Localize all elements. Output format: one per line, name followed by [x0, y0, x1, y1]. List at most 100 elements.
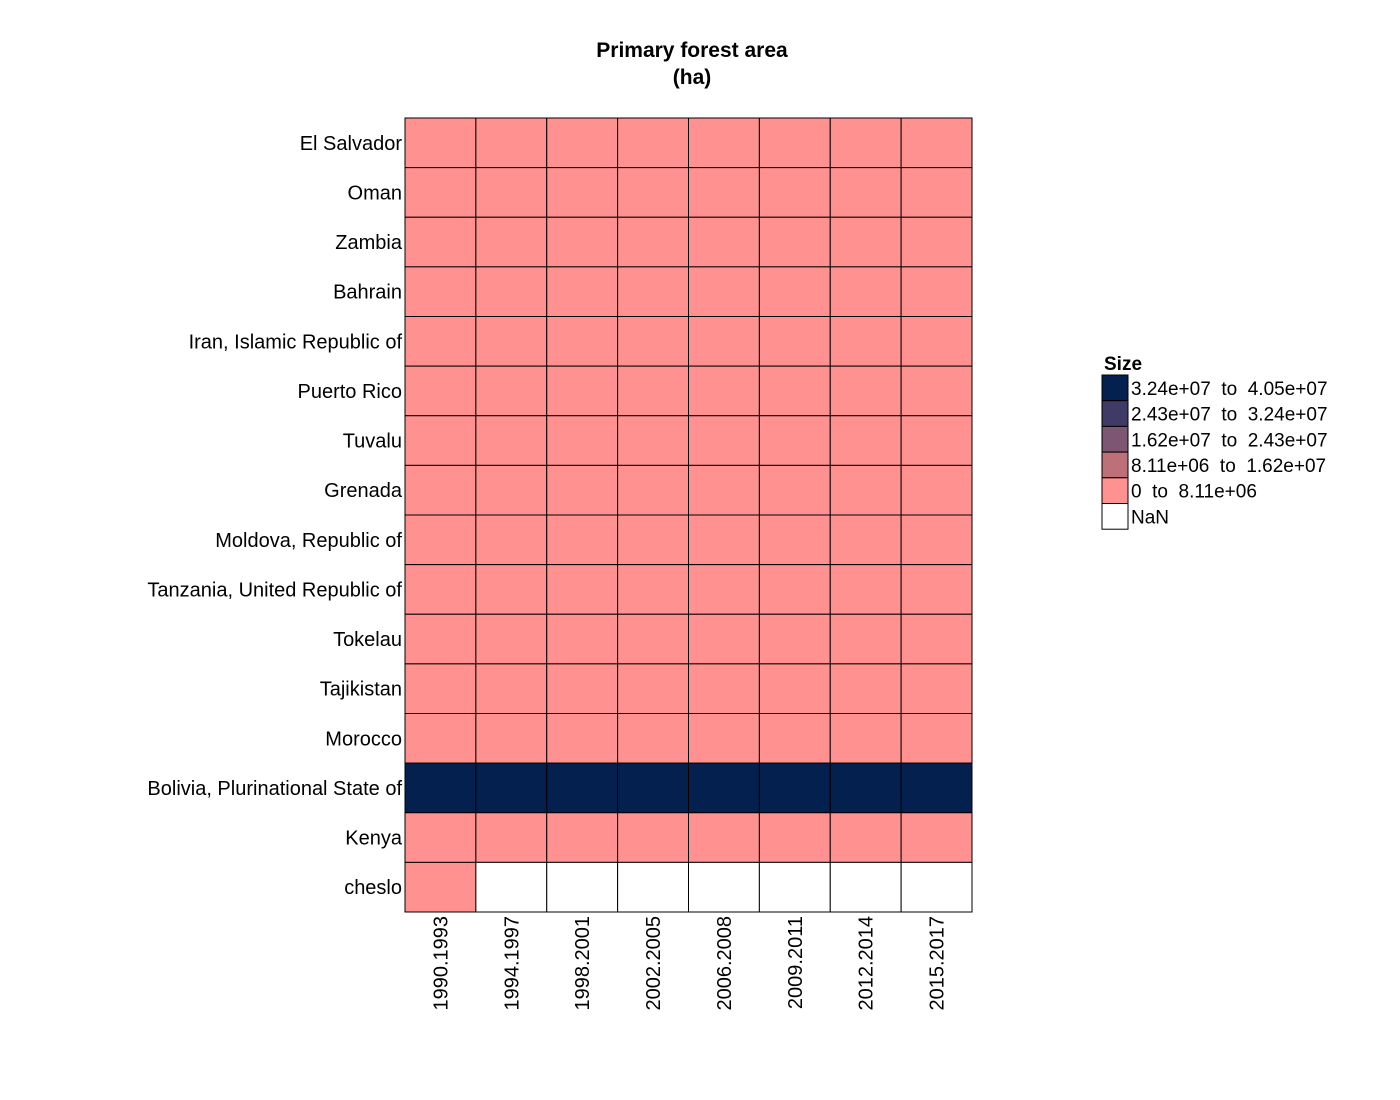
heatmap-cell-el-salvador-2012-2014 — [829, 117, 902, 169]
heatmap-cell-puerto-rico-2015-2017 — [900, 365, 973, 417]
legend-label-5: 0 to 8.11e+06 — [1131, 482, 1257, 503]
heatmap-cell-bolivia-plurinational-state-of-2015-2017 — [900, 762, 973, 814]
heatmap-cell-iran-islamic-republic-of-1990-1993 — [404, 316, 477, 367]
heatmap-cell-moldova-republic-of-2009-2011 — [758, 514, 831, 566]
heatmap-cell-bahrain-1998-2001 — [546, 266, 619, 317]
heatmap-cell-tajikistan-1994-1997 — [475, 663, 548, 714]
heatmap-cell-kenya-2012-2014 — [829, 812, 902, 863]
heatmap-cell-cheslo-2015-2017 — [900, 861, 973, 913]
heatmap-cell-morocco-2015-2017 — [900, 713, 973, 764]
heatmap-cell-bolivia-plurinational-state-of-2012-2014 — [829, 762, 902, 814]
row-label-zambia: Zambia — [335, 232, 403, 254]
heatmap-cell-tokelau-1998-2001 — [546, 613, 619, 665]
heatmap-cell-puerto-rico-1994-1997 — [475, 365, 548, 417]
heatmap-cell-iran-islamic-republic-of-2002-2005 — [617, 316, 689, 367]
heatmap-cell-kenya-2006-2008 — [688, 812, 760, 863]
heatmap-cell-grenada-1990-1993 — [404, 464, 477, 516]
heatmap-cell-cheslo-1994-1997 — [475, 861, 548, 913]
heatmap-cell-bolivia-plurinational-state-of-2009-2011 — [758, 762, 831, 814]
heatmap-cell-tuvalu-2006-2008 — [688, 415, 760, 466]
heatmap-cell-tuvalu-2009-2011 — [758, 415, 831, 466]
legend-swatch-2 — [1101, 400, 1129, 427]
heatmap-cell-tuvalu-1990-1993 — [404, 415, 477, 466]
chart-subtitle: (ha) — [673, 66, 712, 89]
heatmap-cell-bahrain-2012-2014 — [829, 266, 902, 317]
column-label-2002-2005: 2002.2005 — [643, 916, 665, 1011]
heatmap-cell-tuvalu-2002-2005 — [617, 415, 689, 466]
heatmap-cells — [404, 117, 973, 913]
heatmap-cell-oman-2006-2008 — [688, 167, 760, 218]
heatmap-cell-iran-islamic-republic-of-2015-2017 — [900, 316, 973, 367]
heatmap-cell-tajikistan-1998-2001 — [546, 663, 619, 714]
row-label-kenya: Kenya — [345, 828, 403, 850]
heatmap-cell-zambia-2002-2005 — [617, 216, 689, 268]
heatmap-cell-bolivia-plurinational-state-of-2006-2008 — [688, 762, 760, 814]
legend-swatch-6 — [1101, 503, 1129, 530]
column-label-2006-2008: 2006.2008 — [714, 916, 736, 1011]
heatmap-cell-iran-islamic-republic-of-1998-2001 — [546, 316, 619, 367]
legend-swatch-3 — [1101, 425, 1129, 453]
heatmap-cell-moldova-republic-of-2006-2008 — [688, 514, 760, 566]
heatmap-cell-cheslo-2009-2011 — [758, 861, 831, 913]
heatmap-cell-oman-2012-2014 — [829, 167, 902, 218]
heatmap-cell-moldova-republic-of-1994-1997 — [475, 514, 548, 566]
heatmap-cell-tajikistan-1990-1993 — [404, 663, 477, 714]
heatmap-cell-puerto-rico-1998-2001 — [546, 365, 619, 417]
heatmap-cell-tanzania-united-republic-of-1990-1993 — [404, 564, 477, 615]
heatmap-cell-tokelau-1994-1997 — [475, 613, 548, 665]
heatmap-cell-puerto-rico-2012-2014 — [829, 365, 902, 417]
heatmap-cell-cheslo-2002-2005 — [617, 861, 689, 913]
legend-items: 3.24e+07 to 4.05e+07 2.43e+07 to 3.24e+07… — [1101, 374, 1328, 530]
column-label-2015-2017: 2015.2017 — [927, 916, 949, 1011]
heatmap-cell-el-salvador-1998-2001 — [546, 117, 619, 169]
column-label-2012-2014: 2012.2014 — [856, 916, 878, 1011]
row-label-moldova-republic-of: Moldova, Republic of — [215, 530, 402, 552]
column-label-2009-2011: 2009.2011 — [785, 916, 807, 1009]
heatmap-cell-zambia-2009-2011 — [758, 216, 831, 268]
heatmap-cell-iran-islamic-republic-of-1994-1997 — [475, 316, 548, 367]
heatmap-cell-grenada-2002-2005 — [617, 464, 689, 516]
legend-label-6: NaN — [1131, 507, 1169, 528]
heatmap-cell-el-salvador-2002-2005 — [617, 117, 689, 169]
heatmap-cell-cheslo-1998-2001 — [546, 861, 619, 913]
heatmap-cell-cheslo-2006-2008 — [688, 861, 760, 913]
heatmap-cell-bahrain-2009-2011 — [758, 266, 831, 317]
chart-title: Primary forest area — [596, 39, 788, 62]
heatmap-cell-morocco-1990-1993 — [404, 713, 477, 764]
heatmap-cell-kenya-2015-2017 — [900, 812, 973, 863]
heatmap-cell-iran-islamic-republic-of-2009-2011 — [758, 316, 831, 367]
heatmap-cell-tokelau-1990-1993 — [404, 613, 477, 665]
heatmap-cell-morocco-2012-2014 — [829, 713, 902, 764]
heatmap-cell-tuvalu-1998-2001 — [546, 415, 619, 466]
legend-label-1: 3.24e+07 to 4.05e+07 — [1131, 379, 1328, 400]
heatmap-cell-puerto-rico-2002-2005 — [617, 365, 689, 417]
heatmap-cell-tanzania-united-republic-of-2009-2011 — [758, 564, 831, 615]
heatmap-cell-moldova-republic-of-1998-2001 — [546, 514, 619, 566]
heatmap-cell-bolivia-plurinational-state-of-1990-1993 — [404, 762, 477, 814]
heatmap-cell-oman-2009-2011 — [758, 167, 831, 218]
heatmap-cell-moldova-republic-of-1990-1993 — [404, 514, 477, 566]
heatmap-cell-zambia-2012-2014 — [829, 216, 902, 268]
heatmap-cell-morocco-2009-2011 — [758, 713, 831, 764]
heatmap-cell-bahrain-2002-2005 — [617, 266, 689, 317]
heatmap-cell-tokelau-2009-2011 — [758, 613, 831, 665]
heatmap-cell-bolivia-plurinational-state-of-2002-2005 — [617, 762, 689, 814]
heatmap-cell-kenya-2002-2005 — [617, 812, 689, 863]
legend-swatch-4 — [1101, 451, 1129, 479]
heatmap-cell-grenada-2009-2011 — [758, 464, 831, 516]
row-label-cheslo: cheslo — [344, 877, 402, 899]
legend-label-4: 8.11e+06 to 1.62e+07 — [1131, 456, 1326, 477]
heatmap-cell-bolivia-plurinational-state-of-1998-2001 — [546, 762, 619, 814]
heatmap-cell-kenya-1998-2001 — [546, 812, 619, 863]
legend-swatch-5 — [1101, 477, 1129, 504]
heatmap-cell-tuvalu-2012-2014 — [829, 415, 902, 466]
column-label-1990-1993: 1990.1993 — [430, 916, 452, 1011]
heatmap-cell-oman-1990-1993 — [404, 167, 477, 218]
heatmap-cell-iran-islamic-republic-of-2006-2008 — [688, 316, 760, 367]
heatmap-cell-moldova-republic-of-2015-2017 — [900, 514, 973, 566]
row-label-morocco: Morocco — [325, 728, 402, 750]
heatmap-cell-kenya-2009-2011 — [758, 812, 831, 863]
heatmap-cell-tokelau-2012-2014 — [829, 613, 902, 665]
heatmap-cell-tanzania-united-republic-of-1998-2001 — [546, 564, 619, 615]
